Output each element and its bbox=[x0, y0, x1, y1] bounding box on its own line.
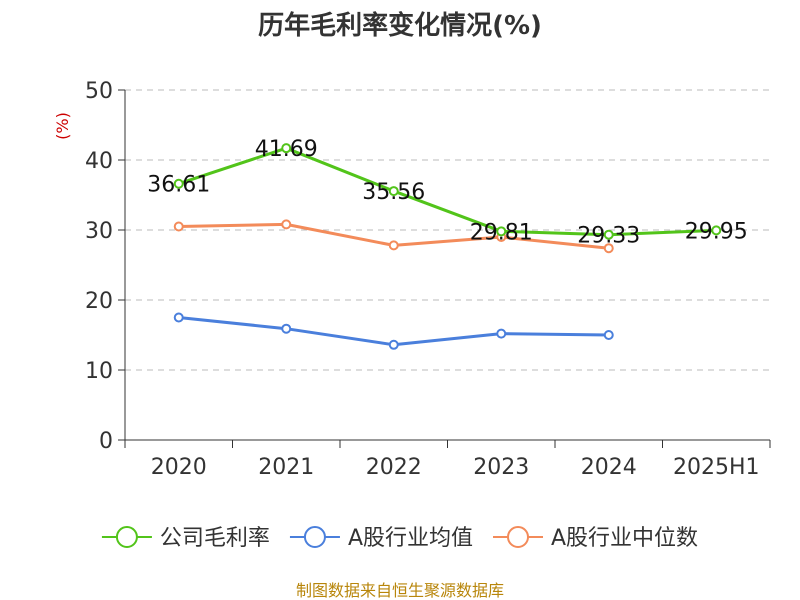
data-point bbox=[281, 143, 292, 154]
data-label: 36.61 bbox=[147, 173, 210, 198]
y-axis-label: (%) bbox=[53, 112, 72, 140]
data-point bbox=[711, 225, 722, 236]
chart-title: 历年毛利率变化情况(%) bbox=[258, 10, 542, 41]
legend-item: A股行业中位数 bbox=[493, 526, 698, 551]
legend-circle-symbol bbox=[303, 526, 326, 548]
data-label: 29.81 bbox=[470, 220, 533, 245]
legend-item: 公司毛利率 bbox=[101, 526, 270, 551]
x-tick-label: 2024 bbox=[581, 455, 637, 480]
legend-circle-symbol bbox=[507, 526, 530, 548]
data-label: 29.33 bbox=[577, 224, 640, 249]
chart-source: 制图数据来自恒生聚源数据库 bbox=[296, 581, 504, 600]
legend-item: A股行业均值 bbox=[289, 526, 473, 551]
series-0 bbox=[173, 143, 722, 240]
data-point bbox=[603, 330, 614, 340]
x-tick-label: 2020 bbox=[151, 455, 207, 480]
legend-label: A股行业中位数 bbox=[551, 526, 698, 551]
data-point bbox=[173, 178, 184, 189]
y-tick-label: 10 bbox=[85, 359, 113, 384]
y-tick-label: 30 bbox=[85, 219, 113, 244]
series-2 bbox=[173, 219, 614, 254]
data-label: 29.95 bbox=[685, 219, 748, 244]
data-point bbox=[496, 328, 507, 339]
x-tick-label: 2022 bbox=[366, 455, 422, 480]
grid-layer bbox=[125, 89, 770, 371]
y-tick-label: 50 bbox=[85, 79, 113, 104]
data-point bbox=[603, 229, 614, 240]
legend-circle-symbol bbox=[115, 526, 138, 548]
series-layer bbox=[173, 143, 722, 350]
data-point bbox=[388, 186, 399, 197]
y-tick-label: 40 bbox=[85, 149, 113, 174]
data-point bbox=[388, 240, 399, 251]
data-point bbox=[173, 312, 184, 323]
data-point bbox=[173, 221, 184, 232]
data-point bbox=[281, 219, 292, 230]
data-label-layer: 36.61 41.69 35.56 29.81 29.33 29.95 bbox=[147, 137, 747, 249]
data-label: 41.69 bbox=[255, 137, 318, 162]
series-1 bbox=[173, 312, 614, 350]
legend-label: A股行业均值 bbox=[348, 526, 473, 551]
legend-label: 公司毛利率 bbox=[160, 526, 270, 551]
y-tick-label: 0 bbox=[99, 429, 113, 454]
series-line bbox=[178, 146, 717, 237]
data-point bbox=[388, 339, 399, 350]
data-point bbox=[281, 323, 292, 334]
data-point bbox=[603, 243, 614, 254]
data-label: 35.56 bbox=[362, 180, 425, 205]
y-tick-label: 20 bbox=[85, 289, 113, 314]
legend: 公司毛利率 A股行业均值 A股行业中位数 bbox=[101, 526, 698, 551]
x-tick-label: 2025H1 bbox=[673, 455, 760, 480]
data-point bbox=[496, 226, 507, 237]
x-tick-label: 2023 bbox=[473, 455, 529, 480]
x-tick-label: 2021 bbox=[258, 455, 314, 480]
axis-layer: 0 10 20 30 40 50 2020 2021 2022 2023 2024 2025H1 bbox=[85, 79, 771, 480]
